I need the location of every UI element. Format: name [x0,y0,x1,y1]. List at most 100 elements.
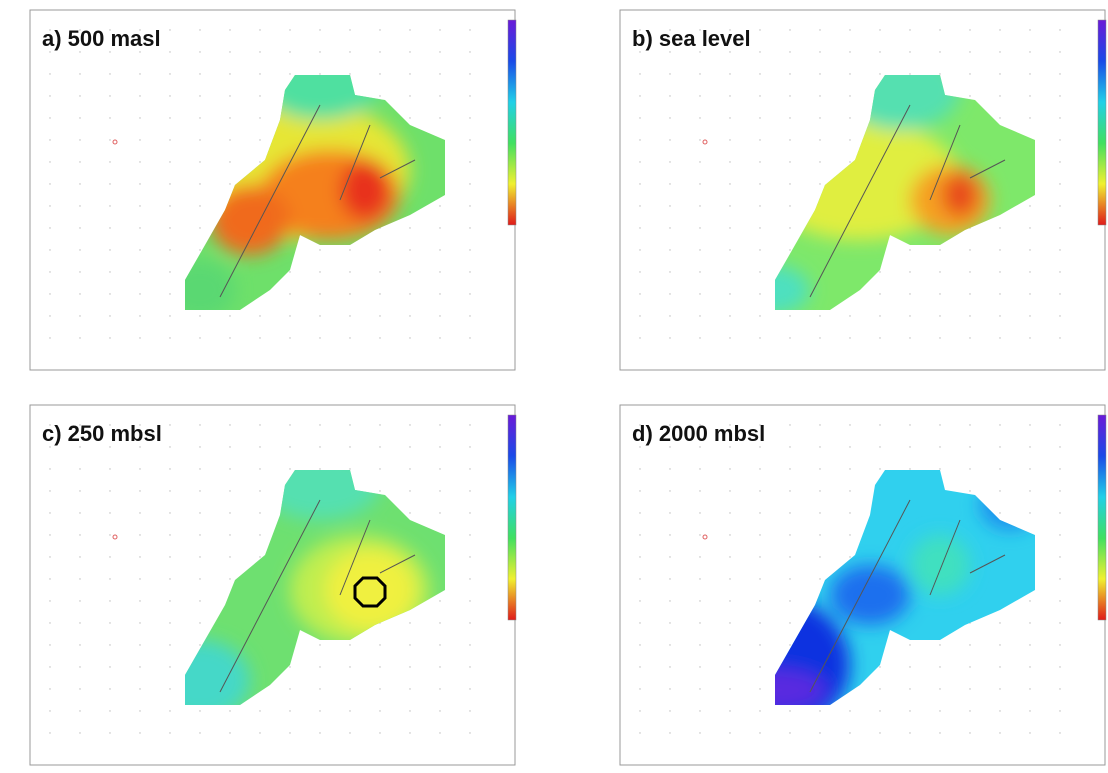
grid-dot [699,139,701,141]
grid-dot [819,183,821,185]
grid-dot [939,424,941,426]
grid-dot [1059,732,1061,734]
grid-dot [729,271,731,273]
grid-dot [349,249,351,251]
grid-dot [109,117,111,119]
grid-dot [909,732,911,734]
grid-dot [79,644,81,646]
grid-dot [909,710,911,712]
grid-dot [789,29,791,31]
grid-dot [469,95,471,97]
grid-dot [969,29,971,31]
grid-dot [849,315,851,317]
grid-dot [879,468,881,470]
grid-dot [1059,337,1061,339]
grid-dot [259,556,261,558]
grid-dot [259,710,261,712]
grid-dot [729,600,731,602]
grid-dot [999,337,1001,339]
grid-dot [199,73,201,75]
grid-dot [319,666,321,668]
grid-dot [139,688,141,690]
grid-dot [349,644,351,646]
grid-dot [379,710,381,712]
grid-dot [199,512,201,514]
grid-dot [79,666,81,668]
grid-dot [699,73,701,75]
grid-dot [789,315,791,317]
grid-dot [879,293,881,295]
grid-dot [379,424,381,426]
grid-dot [699,51,701,53]
grid-dot [849,51,851,53]
grid-dot [409,512,411,514]
grid-dot [759,666,761,668]
grid-dot [229,29,231,31]
grid-dot [699,578,701,580]
grid-dot [669,73,671,75]
grid-dot [229,73,231,75]
grid-dot [759,227,761,229]
grid-dot [319,315,321,317]
grid-dot [409,490,411,492]
grid-dot [49,534,51,536]
grid-dot [139,337,141,339]
grid-dot [139,271,141,273]
grid-dot [49,600,51,602]
grid-dot [699,424,701,426]
grid-dot [969,710,971,712]
grid-dot [169,51,171,53]
grid-dot [469,293,471,295]
grid-dot [229,490,231,492]
grid-dot [439,337,441,339]
grid-dot [1059,688,1061,690]
grid-dot [849,468,851,470]
grid-dot [669,666,671,668]
grid-dot [139,644,141,646]
grid-dot [259,446,261,448]
grid-dot [759,688,761,690]
grid-dot [669,117,671,119]
grid-dot [259,51,261,53]
grid-dot [379,644,381,646]
grid-dot [49,644,51,646]
grid-dot [139,205,141,207]
grid-dot [639,622,641,624]
grid-dot [49,249,51,251]
grid-dot [349,446,351,448]
grid-dot [49,315,51,317]
grid-dot [409,271,411,273]
grid-dot [759,578,761,580]
grid-dot [379,666,381,668]
grid-dot [139,227,141,229]
grid-dot [469,205,471,207]
panel-title: d) 2000 mbsl [632,421,765,446]
grid-dot [139,534,141,536]
grid-dot [109,293,111,295]
grid-dot [49,468,51,470]
grid-dot [289,468,291,470]
grid-dot [789,468,791,470]
grid-dot [469,51,471,53]
grid-dot [879,424,881,426]
grid-dot [1059,315,1061,317]
grid-dot [229,51,231,53]
grid-dot [729,512,731,514]
profile-line [339,519,371,596]
grid-dot [469,337,471,339]
grid-dot [759,644,761,646]
grid-dot [699,161,701,163]
grid-dot [229,512,231,514]
grid-dot [639,249,641,251]
grid-dot [319,732,321,734]
grid-dot [439,51,441,53]
grid-dot [439,73,441,75]
grid-dot [109,666,111,668]
grid-dot [49,732,51,734]
grid-dot [729,293,731,295]
grid-dot [139,51,141,53]
grid-dot [1059,139,1061,141]
grid-dot [79,578,81,580]
grid-dot [469,512,471,514]
profile-line [339,124,371,201]
